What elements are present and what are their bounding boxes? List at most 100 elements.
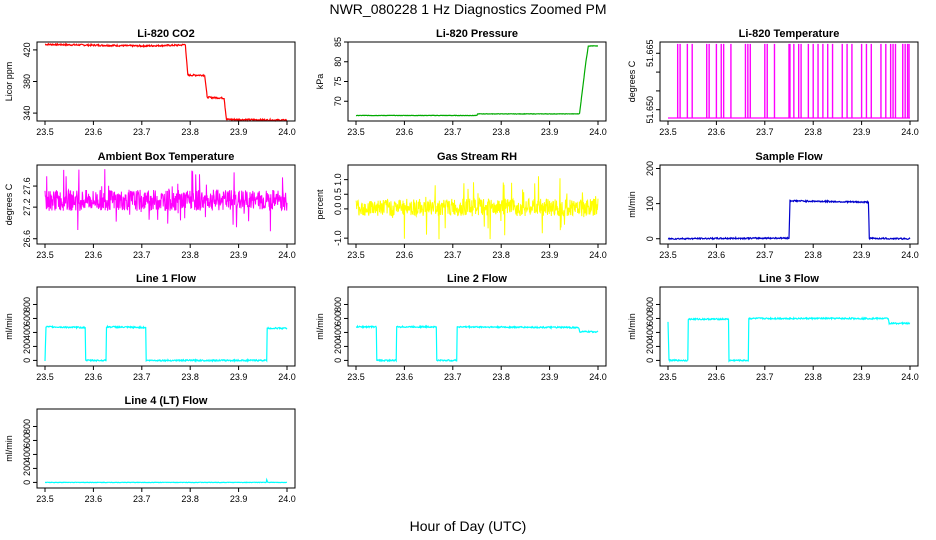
- x-tick-label: 23.8: [804, 250, 822, 260]
- x-tick-label: 23.6: [85, 372, 103, 382]
- y-axis-label: ml/min: [627, 313, 637, 340]
- x-tick-label: 23.6: [85, 494, 103, 504]
- x-tick-label: 23.9: [541, 372, 559, 382]
- data-series: [45, 477, 288, 484]
- y-tick-label: 100: [645, 196, 655, 211]
- panel-title: Line 1 Flow: [136, 273, 196, 285]
- x-tick-label: 23.9: [541, 127, 559, 137]
- y-tick-label: 27.6: [22, 177, 32, 195]
- y-tick-label: 51.665: [645, 40, 655, 68]
- y-tick-label: 420: [22, 42, 32, 57]
- x-tick-label: 23.5: [347, 250, 365, 260]
- y-axis-label: degrees C: [627, 60, 637, 102]
- y-tick-label: 400: [645, 325, 655, 340]
- y-axis-label: Licor ppm: [4, 62, 14, 102]
- panel-9: Line 4 (LT) Flow 23.5 23.6 23.7 23.8 23.9 24.0…: [4, 395, 296, 504]
- x-tick-label: 23.7: [133, 127, 151, 137]
- x-tick-label: 23.8: [804, 372, 822, 382]
- x-tick-label: 24.0: [278, 127, 296, 137]
- x-tick-label: 23.7: [133, 250, 151, 260]
- panel-5: Sample Flow 23.5 23.6 23.7 23.8 23.9 24.0 0 100 2…: [627, 151, 919, 260]
- series-line: [44, 169, 288, 232]
- x-tick-label: 23.9: [853, 372, 871, 382]
- x-tick-label: 23.6: [396, 372, 414, 382]
- x-tick-label: 24.0: [901, 372, 919, 382]
- series-line: [355, 45, 598, 117]
- x-tick-label: 23.6: [396, 250, 414, 260]
- plot-frame: [659, 286, 919, 367]
- x-tick-label: 23.6: [85, 127, 103, 137]
- series-line: [45, 477, 288, 484]
- panel-title: Ambient Box Temperature: [98, 151, 235, 163]
- x-tick-label: 24.0: [278, 494, 296, 504]
- y-tick-label: 0: [645, 358, 655, 363]
- x-axis-label: Hour of Day (UTC): [409, 518, 527, 534]
- y-tick-label: 27.2: [22, 198, 32, 216]
- y-tick-label: 85: [333, 37, 343, 47]
- x-tick-label: 23.6: [85, 250, 103, 260]
- y-tick-label: 600: [333, 311, 343, 326]
- y-tick-label: 340: [22, 106, 32, 121]
- x-tick-label: 23.9: [230, 127, 248, 137]
- x-tick-label: 23.8: [492, 372, 510, 382]
- y-axis-label: ml/min: [4, 435, 14, 462]
- y-axis-label: ml/min: [315, 313, 325, 340]
- y-tick-label: 200: [22, 461, 32, 476]
- x-tick-label: 23.6: [708, 127, 726, 137]
- x-tick-label: 23.8: [181, 127, 199, 137]
- panel-title: Li-820 CO2: [137, 28, 194, 40]
- x-tick-label: 23.5: [659, 372, 677, 382]
- x-tick-label: 23.7: [756, 127, 774, 137]
- panel-0: Li-820 CO2 23.5 23.6 23.7 23.8 23.9 24.0 340 380…: [4, 28, 296, 137]
- x-tick-label: 24.0: [278, 372, 296, 382]
- x-tick-label: 24.0: [278, 250, 296, 260]
- y-tick-label: 80: [333, 57, 343, 67]
- x-tick-label: 23.7: [756, 372, 774, 382]
- plot-frame: [36, 408, 296, 489]
- x-tick-label: 23.5: [36, 494, 54, 504]
- y-tick-label: 200: [645, 339, 655, 354]
- x-tick-label: 24.0: [901, 127, 919, 137]
- x-tick-label: 23.7: [133, 372, 151, 382]
- x-tick-label: 23.9: [230, 372, 248, 382]
- x-tick-label: 23.7: [444, 127, 462, 137]
- data-series: [355, 176, 599, 240]
- x-tick-label: 23.5: [36, 127, 54, 137]
- y-tick-label: 400: [333, 325, 343, 340]
- x-tick-label: 24.0: [589, 127, 607, 137]
- y-tick-label: 200: [22, 339, 32, 354]
- y-tick-label: 800: [22, 419, 32, 434]
- data-series: [668, 43, 910, 119]
- data-series: [355, 45, 598, 117]
- y-axis-label: ml/min: [4, 313, 14, 340]
- y-tick-label: 0: [22, 480, 32, 485]
- series-line: [44, 42, 288, 122]
- x-tick-label: 24.0: [901, 250, 919, 260]
- series-line: [667, 316, 911, 363]
- x-tick-label: 23.8: [492, 127, 510, 137]
- panel-8: Line 3 Flow 23.5 23.6 23.7 23.8 23.9 24.0 0 2004…: [627, 273, 919, 382]
- panel-1: Li-820 Pressure 23.5 23.6 23.7 23.8 23.9 24.0 7…: [315, 28, 607, 137]
- y-tick-label: 800: [645, 297, 655, 312]
- x-tick-label: 23.9: [853, 250, 871, 260]
- x-tick-label: 23.7: [756, 250, 774, 260]
- x-tick-label: 23.9: [230, 250, 248, 260]
- plot-frame: [347, 41, 607, 122]
- x-tick-label: 23.9: [230, 494, 248, 504]
- panel-2: Li-820 Temperature 23.5 23.6 23.7 23.8 23.9 24…: [627, 28, 919, 137]
- x-tick-label: 23.8: [181, 494, 199, 504]
- x-tick-label: 23.8: [181, 372, 199, 382]
- x-tick-label: 24.0: [589, 250, 607, 260]
- y-axis-label: ml/min: [627, 191, 637, 218]
- data-series: [667, 198, 911, 241]
- data-series: [44, 42, 288, 122]
- x-tick-label: 23.5: [347, 127, 365, 137]
- y-tick-label: 1.0: [333, 173, 343, 186]
- panel-title: Line 2 Flow: [447, 273, 507, 285]
- y-tick-label: 0.5: [333, 188, 343, 201]
- x-tick-label: 23.7: [444, 250, 462, 260]
- panel-4: Gas Stream RH 23.5 23.6 23.7 23.8 23.9 24.0 -1.…: [315, 151, 607, 260]
- panel-title: Li-820 Temperature: [739, 28, 840, 40]
- figure-title: NWR_080228 1 Hz Diagnostics Zoomed PM: [329, 1, 607, 17]
- x-tick-label: 23.8: [492, 250, 510, 260]
